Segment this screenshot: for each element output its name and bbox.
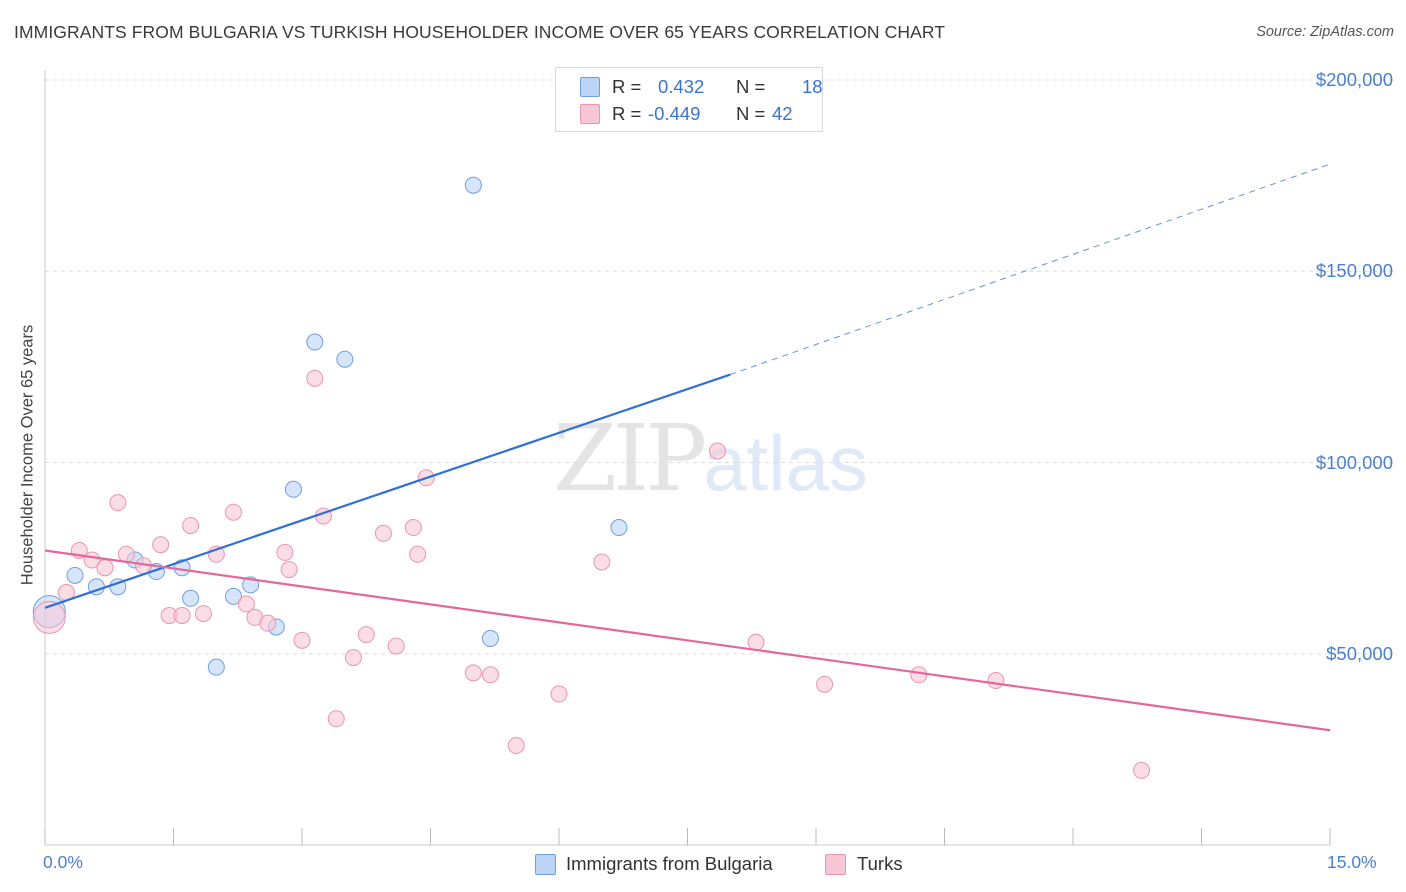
turks-point bbox=[387, 637, 405, 655]
legend-r-value: 0.432 bbox=[658, 76, 705, 97]
legend-n-label: N = bbox=[736, 103, 766, 124]
turks-point bbox=[237, 595, 255, 613]
turks-point bbox=[117, 545, 135, 563]
turks-point bbox=[173, 607, 191, 624]
turks-point bbox=[910, 666, 928, 684]
x-tick-label-max: 15.0% bbox=[1327, 852, 1377, 872]
turks-point bbox=[747, 633, 765, 651]
turks-point bbox=[306, 369, 324, 387]
y-tick-label-50000: $50,000 bbox=[1326, 642, 1393, 664]
turks-point bbox=[507, 737, 525, 755]
y-axis-label: Householder Income Over 65 years bbox=[18, 324, 37, 586]
bulgaria-trend-extension bbox=[730, 163, 1331, 375]
turks-point bbox=[280, 561, 298, 579]
bulgaria-point bbox=[284, 480, 302, 498]
source-label: Source: ZipAtlas.com bbox=[1256, 24, 1394, 40]
turks-point bbox=[708, 442, 726, 460]
turks-point bbox=[152, 536, 170, 554]
turks-point bbox=[357, 626, 375, 644]
y-tick-label-200000: $200,000 bbox=[1315, 69, 1393, 90]
legend-n-value: 42 bbox=[772, 103, 793, 124]
turks-point bbox=[481, 666, 499, 684]
bulgaria-point bbox=[224, 587, 242, 605]
turks-point bbox=[374, 524, 392, 542]
legend-r-label: R = bbox=[612, 103, 642, 124]
turks-point bbox=[593, 553, 611, 571]
legend-n-value: 18 bbox=[802, 76, 823, 97]
turks-point bbox=[550, 685, 568, 703]
bulgaria-point bbox=[66, 566, 84, 584]
x-tick-label-min: 0.0% bbox=[43, 852, 83, 872]
chart-title: IMMIGRANTS FROM BULGARIA VS TURKISH HOUS… bbox=[14, 22, 946, 42]
correlation-legend: R = 0.432 N = 18 R = -0.449 N = 42 bbox=[555, 67, 823, 132]
bulgaria-point bbox=[182, 589, 200, 607]
y-tick-label-150000: $150,000 bbox=[1315, 260, 1393, 282]
legend-r-value: -0.449 bbox=[648, 103, 701, 124]
y-tick-label-100000: $100,000 bbox=[1315, 451, 1393, 473]
turks-point bbox=[32, 600, 66, 634]
legend-swatch-bulgaria bbox=[580, 77, 600, 97]
bulgaria-point bbox=[306, 333, 324, 351]
turks-point bbox=[327, 710, 345, 728]
bulgaria-trend-line bbox=[44, 373, 731, 609]
bottom-legend-label-bulgaria: Immigrants from Bulgaria bbox=[566, 853, 773, 874]
turks-point bbox=[182, 517, 200, 535]
turks-point bbox=[1133, 761, 1151, 779]
turks-point bbox=[259, 614, 277, 632]
legend-r-label: R = bbox=[612, 76, 642, 97]
turks-trend-line bbox=[44, 549, 1331, 732]
legend-n-label: N = bbox=[736, 76, 766, 97]
bulgaria-point bbox=[481, 629, 499, 647]
turks-point bbox=[816, 675, 834, 693]
bottom-legend-swatch-bulgaria bbox=[535, 854, 556, 875]
bulgaria-point bbox=[464, 176, 482, 194]
turks-point bbox=[409, 545, 427, 563]
legend-swatch-turks bbox=[580, 104, 600, 124]
turks-point bbox=[276, 543, 294, 561]
turks-point bbox=[224, 503, 242, 521]
bulgaria-point bbox=[336, 350, 354, 368]
bottom-legend-swatch-turks bbox=[825, 854, 846, 875]
turks-point bbox=[987, 672, 1005, 690]
turks-point bbox=[344, 649, 362, 667]
watermark-zip: ZIP bbox=[553, 405, 707, 512]
turks-point bbox=[404, 519, 422, 537]
turks-point bbox=[194, 605, 212, 623]
bulgaria-point bbox=[207, 658, 225, 676]
turks-point bbox=[464, 664, 482, 682]
turks-point bbox=[293, 631, 311, 649]
turks-point bbox=[96, 559, 114, 577]
turks-point bbox=[109, 494, 127, 512]
bottom-legend-label-turks: Turks bbox=[857, 853, 903, 874]
bulgaria-point bbox=[610, 519, 628, 537]
